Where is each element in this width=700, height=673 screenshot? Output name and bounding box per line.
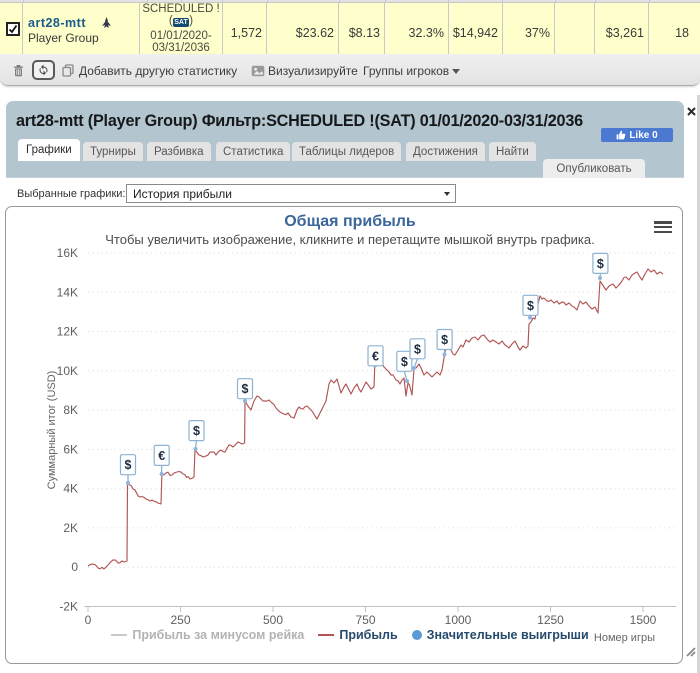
svg-text:$: $: [193, 424, 200, 438]
svg-text:-2K: -2K: [59, 600, 78, 614]
svg-text:16K: 16K: [57, 246, 78, 260]
svg-text:2K: 2K: [63, 521, 78, 535]
svg-text:500: 500: [263, 613, 283, 627]
svg-text:1000: 1000: [445, 613, 472, 627]
svg-text:Суммарный итог (USD): Суммарный итог (USD): [46, 371, 58, 490]
svg-text:10K: 10K: [57, 364, 78, 378]
svg-text:750: 750: [355, 613, 375, 627]
svg-text:$: $: [401, 355, 408, 369]
svg-text:250: 250: [170, 613, 190, 627]
svg-text:$: $: [597, 257, 604, 271]
svg-text:Номер игры: Номер игры: [594, 632, 655, 644]
svg-text:$: $: [414, 342, 421, 356]
svg-text:0: 0: [85, 613, 92, 627]
svg-text:$: $: [527, 299, 534, 313]
svg-text:1250: 1250: [537, 613, 564, 627]
svg-text:4K: 4K: [63, 482, 78, 496]
svg-text:14K: 14K: [57, 285, 78, 299]
svg-text:€: €: [372, 349, 379, 363]
svg-text:8K: 8K: [63, 403, 78, 417]
svg-text:0: 0: [71, 560, 78, 574]
svg-text:$: $: [125, 458, 132, 472]
svg-text:$: $: [441, 333, 448, 347]
svg-text:6K: 6K: [63, 442, 78, 456]
svg-text:€: €: [158, 449, 165, 463]
svg-text:$: $: [242, 382, 249, 396]
svg-text:1500: 1500: [630, 613, 657, 627]
svg-text:12K: 12K: [57, 325, 78, 339]
